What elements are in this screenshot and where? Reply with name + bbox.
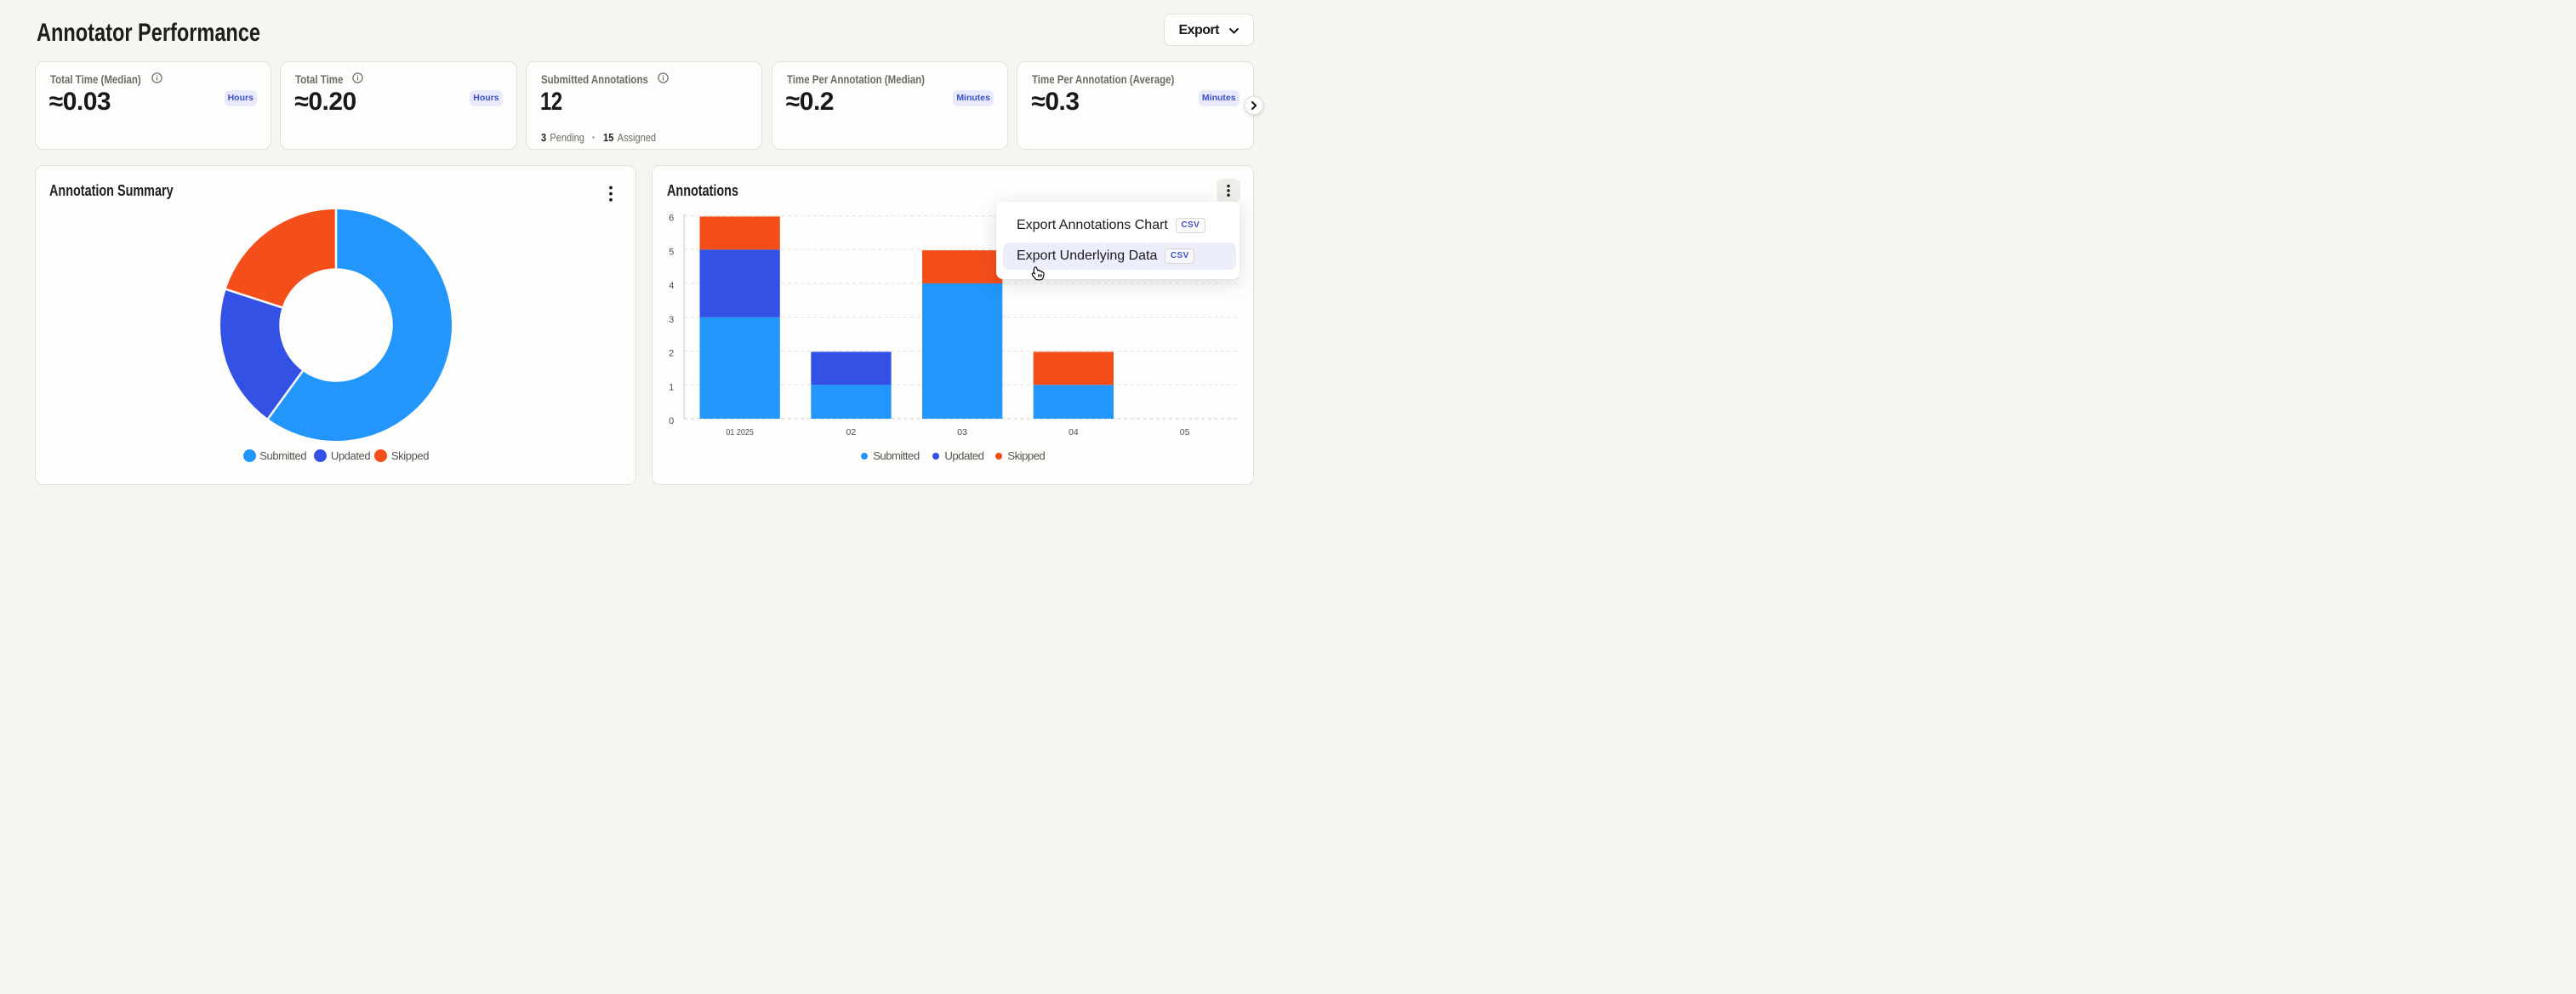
- svg-text:03: 03: [957, 427, 967, 437]
- svg-text:01 2025: 01 2025: [726, 427, 754, 437]
- svg-text:05: 05: [1180, 427, 1190, 437]
- svg-text:04: 04: [1069, 427, 1079, 437]
- svg-text:5: 5: [669, 247, 674, 257]
- svg-text:0: 0: [669, 416, 674, 426]
- svg-text:3: 3: [669, 315, 674, 325]
- svg-text:02: 02: [846, 427, 857, 437]
- svg-text:6: 6: [669, 214, 674, 224]
- svg-text:1: 1: [669, 382, 674, 392]
- svg-text:2: 2: [669, 349, 674, 359]
- svg-text:4: 4: [669, 281, 674, 291]
